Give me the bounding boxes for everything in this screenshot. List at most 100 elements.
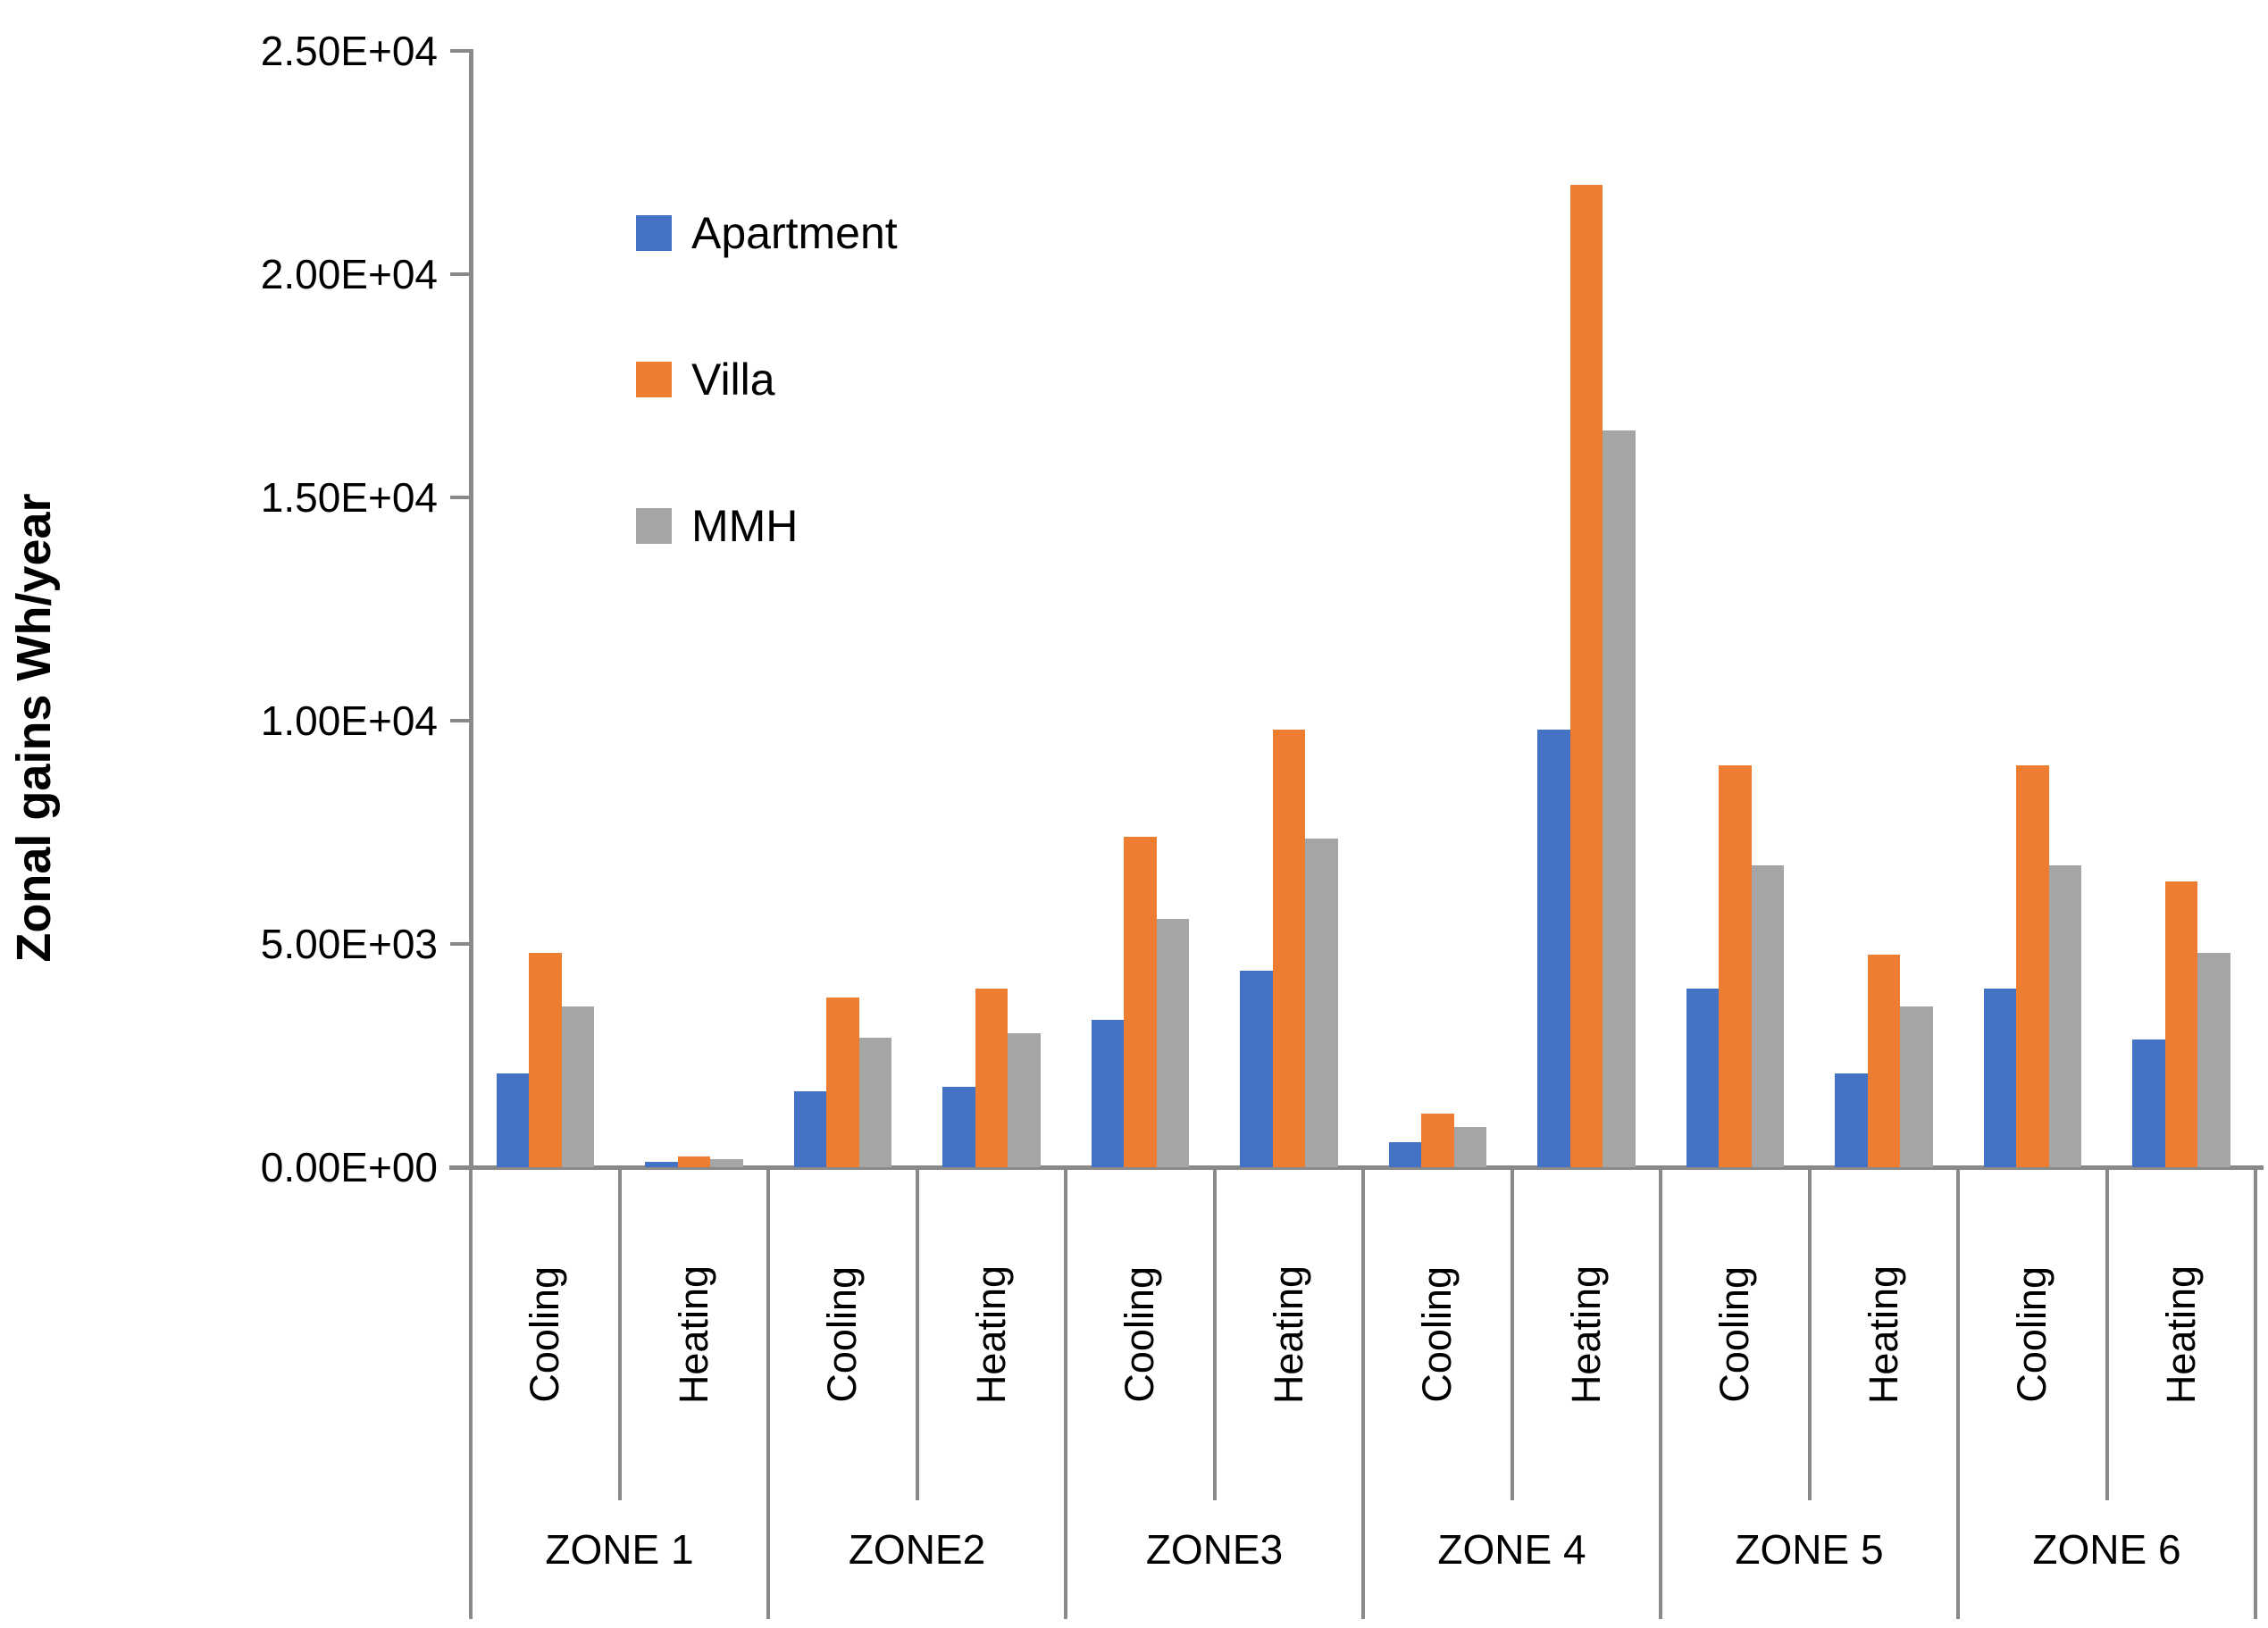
zone-separator-line — [766, 1167, 770, 1619]
bar-villa — [2016, 765, 2049, 1167]
zone-separator-line — [2254, 1167, 2257, 1619]
zone-label: ZONE 1 — [545, 1526, 694, 1573]
y-tick-label: 2.00E+04 — [260, 251, 438, 297]
legend-item-villa: Villa — [636, 355, 898, 405]
zone-separator-line — [469, 1167, 473, 1619]
zone-separator-line — [1361, 1167, 1365, 1619]
legend-item-mmh: MMH — [636, 501, 898, 551]
bar-villa — [1569, 185, 1603, 1167]
category-separator-line — [916, 1167, 919, 1500]
category-label: Cooling — [522, 1266, 568, 1403]
bar-apartment — [1537, 730, 1570, 1167]
zone-label: ZONE 4 — [1437, 1526, 1586, 1573]
category-label: Heating — [1860, 1265, 1906, 1405]
zone-label: ZONE2 — [848, 1526, 986, 1573]
category-label: Heating — [1562, 1265, 1609, 1405]
bar-mmh — [2048, 865, 2081, 1167]
bar-apartment — [793, 1091, 826, 1167]
y-tick-label: 5.00E+03 — [260, 921, 438, 967]
bar-mmh — [1900, 1006, 1933, 1167]
bar-apartment — [1983, 989, 2016, 1167]
legend-label-mmh: MMH — [691, 501, 799, 551]
legend-label-apartment: Apartment — [691, 208, 898, 258]
legend-label-villa: Villa — [691, 355, 775, 405]
category-separator-line — [1808, 1167, 1812, 1500]
y-tick-mark — [450, 942, 470, 946]
y-axis-title: Zonal gains Wh/year — [7, 493, 61, 963]
y-tick-label: 1.00E+04 — [260, 697, 438, 744]
category-label: Cooling — [1711, 1266, 1758, 1403]
bar-villa — [1272, 730, 1305, 1167]
category-cell: Heating — [1512, 1167, 1661, 1502]
zone-cell: ZONE2 — [768, 1502, 1066, 1628]
y-axis-line — [469, 49, 473, 1167]
bar-villa — [677, 1156, 710, 1167]
category-cell: Cooling — [1958, 1167, 2107, 1502]
bar-group-zone6-heating — [2107, 51, 2256, 1167]
zone-label: ZONE 5 — [1735, 1526, 1884, 1573]
legend-swatch-apartment — [636, 215, 672, 251]
zone-cell: ZONE 5 — [1661, 1502, 1958, 1628]
zone-label: ZONE 6 — [2032, 1526, 2181, 1573]
category-cell: Cooling — [1661, 1167, 1810, 1502]
bar-apartment — [1835, 1073, 1868, 1167]
bar-group-zone4-cooling — [1363, 51, 1512, 1167]
y-tick-mark — [450, 719, 470, 722]
bar-villa — [975, 989, 1008, 1167]
category-cell: Cooling — [471, 1167, 620, 1502]
bar-group-zone6-cooling — [1958, 51, 2107, 1167]
bar-mmh — [2197, 953, 2230, 1167]
category-label: Cooling — [1117, 1266, 1163, 1403]
category-label: Cooling — [819, 1266, 866, 1403]
bar-apartment — [1686, 989, 1719, 1167]
zone-separator-line — [1064, 1167, 1067, 1619]
bar-apartment — [1091, 1020, 1124, 1167]
y-tick-mark — [450, 49, 470, 53]
bar-mmh — [1008, 1033, 1041, 1167]
category-cell: Heating — [917, 1167, 1067, 1502]
bar-mmh — [1305, 839, 1338, 1167]
bar-group-zone2-heating — [917, 51, 1067, 1167]
legend-swatch-villa — [636, 362, 672, 397]
category-cell: Heating — [620, 1167, 769, 1502]
x-axis-line — [449, 1165, 2264, 1170]
bar-villa — [1124, 837, 1157, 1167]
category-separator-line — [2105, 1167, 2109, 1500]
zone-cell: ZONE3 — [1066, 1502, 1363, 1628]
bar-villa — [1421, 1114, 1454, 1167]
bar-villa — [826, 998, 859, 1167]
y-tick-label: 2.50E+04 — [260, 28, 438, 74]
bar-group-zone2-cooling — [768, 51, 917, 1167]
category-label: Heating — [967, 1265, 1014, 1405]
bar-mmh — [561, 1006, 594, 1167]
legend-swatch-mmh — [636, 508, 672, 544]
bar-apartment — [1240, 971, 1273, 1167]
zone-cell: ZONE 6 — [1958, 1502, 2255, 1628]
bar-group-zone5-cooling — [1661, 51, 1810, 1167]
bar-mmh — [1751, 865, 1784, 1167]
bar-villa — [1867, 955, 1900, 1167]
bar-apartment — [496, 1073, 529, 1167]
category-separator-line — [618, 1167, 622, 1500]
bar-group-zone4-heating — [1512, 51, 1661, 1167]
bar-group-zone3-heating — [1215, 51, 1364, 1167]
category-cell: Heating — [1215, 1167, 1364, 1502]
bar-group-zone3-cooling — [1066, 51, 1215, 1167]
bar-group-zone1-heating — [620, 51, 769, 1167]
bar-mmh — [710, 1159, 743, 1167]
bar-apartment — [1388, 1142, 1421, 1167]
legend-item-apartment: Apartment — [636, 208, 898, 258]
plot-area — [471, 51, 2255, 1167]
y-tick-mark — [450, 1165, 470, 1169]
category-label: Heating — [1265, 1265, 1311, 1405]
bar-villa — [529, 953, 562, 1167]
zone-label-row: ZONE 1 ZONE2 ZONE3 ZONE 4 ZONE 5 ZONE 6 — [471, 1502, 2255, 1628]
category-label: Cooling — [2009, 1266, 2055, 1403]
zone-separator-line — [1659, 1167, 1662, 1619]
zone-separator-line — [1956, 1167, 1960, 1619]
category-separator-line — [1511, 1167, 1514, 1500]
y-tick-mark — [450, 272, 470, 276]
bar-apartment — [2132, 1039, 2165, 1167]
bar-villa — [1719, 765, 1752, 1167]
